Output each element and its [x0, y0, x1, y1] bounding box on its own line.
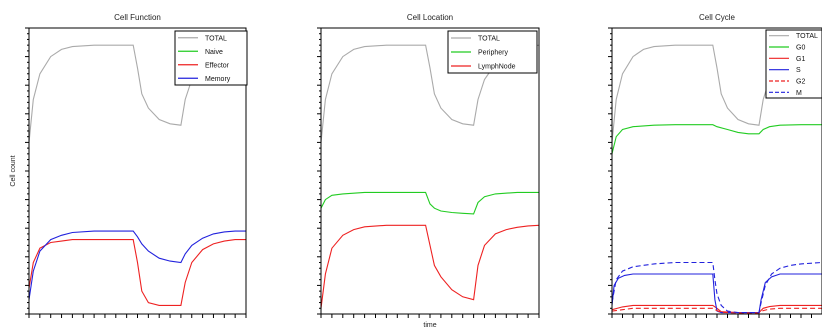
legend-entry: Naive: [205, 49, 223, 56]
series-line-memory: [29, 230, 246, 300]
legend-entry: TOTAL: [478, 36, 500, 43]
legend-entry: G2: [796, 79, 805, 86]
legend-box: [765, 29, 822, 99]
series-line-g1: [612, 304, 822, 314]
legend-box: [174, 30, 248, 86]
axis-ticks: [317, 27, 540, 318]
legend: TOTAL Periphery LymphNode: [447, 30, 538, 74]
y-axis-label: Cell count: [10, 155, 17, 186]
series-line-g0: [612, 124, 822, 154]
chart-panel-1: Cell Function Cell count TOTAL Naive Effecto…: [10, 13, 248, 318]
chart-panel-3: Cell Cycle TOTAL G0 G1 S G2 M: [608, 13, 822, 318]
axis-ticks: [25, 27, 247, 318]
series-lines: [321, 44, 539, 309]
chart-title: Cell Location: [407, 13, 453, 22]
legend-entry: Periphery: [478, 50, 508, 57]
legend-entry: TOTAL: [796, 33, 818, 40]
series-line-effector: [29, 239, 246, 306]
legend-entry: M: [796, 90, 802, 97]
legend-entry: Memory: [205, 76, 231, 83]
legend-entry: Effector: [205, 62, 230, 69]
chart-panel-2: Cell Location time TOTAL Periphery LymphNode: [317, 13, 540, 329]
legend: TOTAL G0 G1 S G2 M: [765, 29, 822, 99]
legend-entry: LymphNode: [478, 64, 516, 71]
series-line-periphery: [321, 191, 539, 215]
legend-entry: G1: [796, 56, 805, 63]
legend-entry: TOTAL: [205, 35, 227, 42]
x-axis-label: time: [423, 322, 436, 329]
legend-entry: G0: [796, 45, 805, 52]
chart-title: Cell Cycle: [699, 13, 736, 22]
legend: TOTAL Naive Effector Memory: [174, 30, 248, 86]
legend-entry: S: [796, 67, 801, 74]
axis-ticks: [608, 27, 812, 318]
series-line-lymphnode: [321, 224, 539, 309]
chart-title: Cell Function: [114, 13, 161, 22]
series-line-m: [612, 261, 822, 314]
